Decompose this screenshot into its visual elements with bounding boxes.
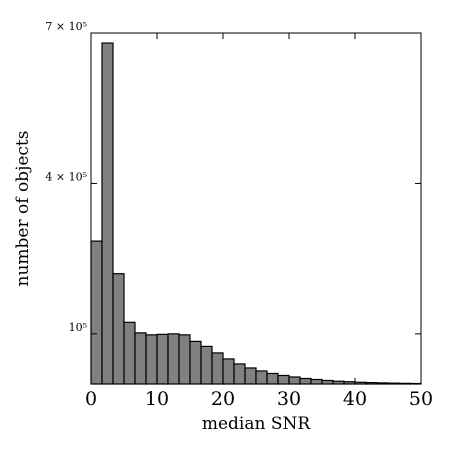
x-tick-label: 50 [409,388,433,410]
y-tick-label: 4 × 10⁵ [45,170,87,183]
histogram-bar [123,321,136,385]
histogram-bar [167,333,180,385]
histogram-bar [112,273,125,385]
y-axis-label: number of objects [13,131,33,287]
histogram-bar [145,334,158,385]
histogram-bar [277,374,290,385]
bars-group [90,42,422,385]
x-tick-label: 40 [343,388,367,410]
histogram-bar [222,358,235,385]
x-axis-label: median SNR [202,414,312,434]
histogram-bar [288,376,301,385]
histogram-bar [101,42,114,385]
x-tick-label: 10 [145,388,169,410]
histogram-bar [90,240,103,385]
y-tick-label: 10⁵ [69,321,87,334]
histogram-bar [255,370,268,385]
x-tick-label: 0 [85,388,97,410]
histogram-bar [178,334,191,385]
histogram-bar [189,340,202,385]
histogram-bar [299,377,312,385]
histogram-bar [266,372,279,385]
y-tick-label: 7 × 10⁵ [45,20,87,33]
plot-frame [90,32,422,385]
histogram-bar [233,363,246,385]
x-axis-ticks: 0 10 20 30 40 50 [85,33,433,410]
histogram-bar [211,352,224,385]
histogram-bar [200,345,213,385]
y-axis-ticks: 10⁵ 4 × 10⁵ 7 × 10⁵ [45,20,421,335]
histogram-bar [321,379,334,385]
x-tick-label: 20 [211,388,235,410]
histogram-bar [156,333,169,385]
histogram-bar [134,332,147,385]
histogram-bar [244,367,257,385]
histogram-bar [310,378,323,385]
x-tick-label: 30 [277,388,301,410]
